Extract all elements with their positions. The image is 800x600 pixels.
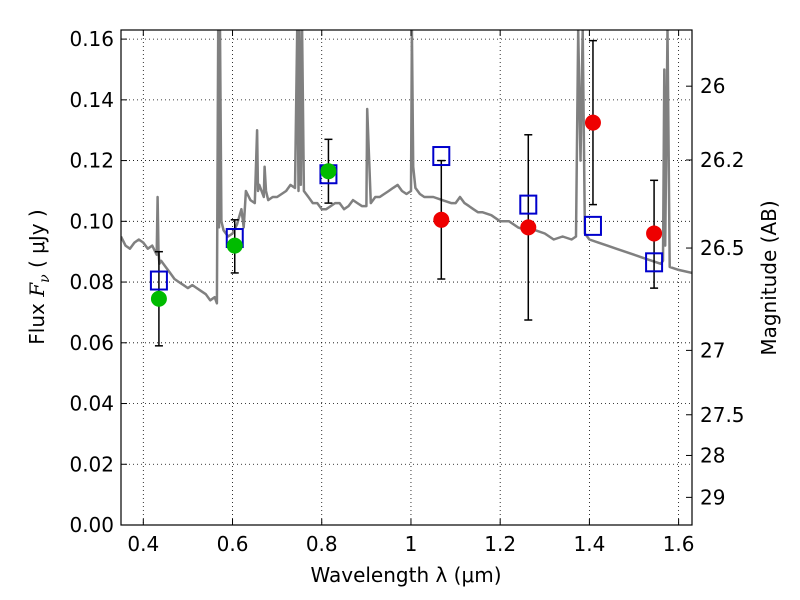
right-tick-label: 27.5 — [700, 403, 745, 427]
y-tick-label: 0.02 — [69, 452, 114, 476]
x-tick-label: 1 — [405, 532, 418, 556]
y-axis-label-flux: Flux — [25, 297, 49, 345]
y-tick-label: 0.16 — [69, 27, 114, 51]
x-tick-label: 0.4 — [127, 532, 159, 556]
x-tick-label: 0.6 — [217, 532, 249, 556]
y-axis-label-nu: ν — [37, 274, 53, 283]
observed-point — [150, 290, 167, 307]
right-tick-label: 26.5 — [700, 236, 745, 260]
model-point — [645, 252, 664, 273]
data-layer — [121, 30, 692, 347]
y-tick-label: 0.12 — [69, 149, 114, 173]
y-tick-label: 0.08 — [69, 270, 114, 294]
observed-point — [520, 219, 537, 236]
observed-point — [226, 237, 243, 254]
observed-point — [646, 225, 663, 242]
y-tick-label: 0.10 — [69, 209, 114, 233]
x-axis-label: Wavelength λ (μm) — [310, 563, 501, 587]
observed-point — [584, 114, 601, 131]
model-point — [432, 146, 451, 167]
y-tick-label: 0.00 — [69, 513, 114, 537]
observed-point — [433, 211, 450, 228]
x-tick-label: 1.2 — [484, 532, 516, 556]
plot-frame — [120, 29, 693, 526]
right-tick-label: 29 — [700, 485, 725, 509]
grid-lines — [121, 30, 692, 526]
x-tick-label: 0.8 — [306, 532, 338, 556]
model-point — [583, 215, 602, 236]
right-tick-label: 27 — [700, 338, 725, 362]
x-tick-label: 1.4 — [573, 532, 605, 556]
observed-point — [320, 163, 337, 180]
y-axis-label-fnu: F — [25, 282, 49, 298]
y-tick-label: 0.04 — [69, 392, 114, 416]
x-tick-label: 1.6 — [663, 532, 695, 556]
right-tick-label: 28 — [700, 443, 725, 467]
spectrum-line — [121, 30, 692, 305]
y-axis-label: Flux Fν ( μJy ) — [25, 209, 53, 344]
y-tick-label: 0.06 — [69, 331, 114, 355]
right-tick-label: 26.2 — [700, 148, 745, 172]
model-point — [519, 194, 538, 215]
model-point — [149, 270, 168, 291]
y-tick-label: 0.14 — [69, 88, 114, 112]
right-axis-label: Magnitude (AB) — [757, 200, 781, 355]
axis-ticks: 0.4 0.6 0.8 1 1.2 1.4 1.6 0.00 0.02 0.04 0.06 0.08 0… — [69, 27, 744, 556]
y-axis-label-unit: ( μJy ) — [25, 209, 49, 274]
right-tick-label: 26 — [700, 74, 725, 98]
